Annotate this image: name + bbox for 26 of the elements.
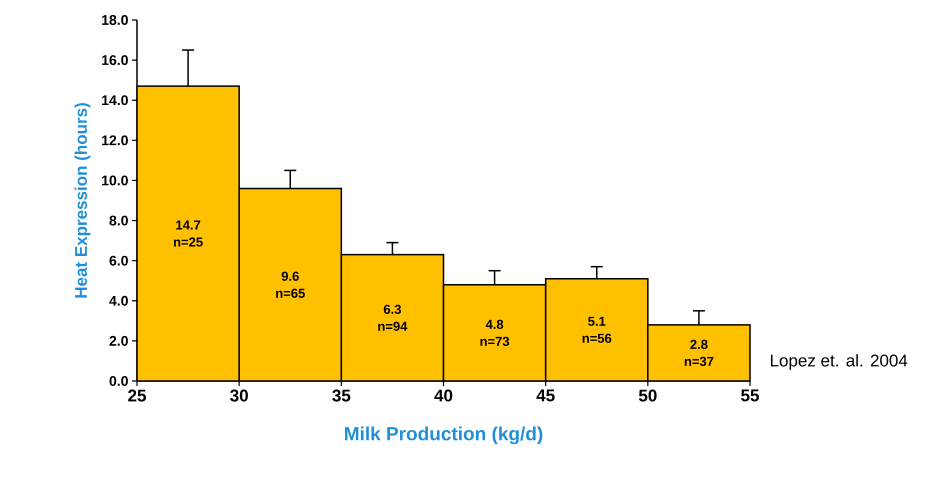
y-tick-label: 4.0	[109, 296, 128, 306]
x-tick-label: 25	[128, 390, 146, 402]
data-label: 4.8 n=73	[480, 320, 510, 346]
y-tick-label: 14.0	[102, 95, 128, 106]
x-axis-title: Milk Production (kg/d)	[345, 426, 542, 444]
data-label: 9.6 n=65	[276, 272, 305, 298]
x-tick-label: 35	[332, 390, 350, 402]
data-label: 14.7 n=25	[174, 220, 203, 247]
y-tick-label: 0.0	[110, 376, 128, 386]
x-tick-label: 50	[638, 390, 657, 402]
y-tick-label: 2.0	[109, 336, 128, 346]
y-tick-label: 16.0	[102, 55, 128, 66]
data-label: 6.3 n=94	[378, 304, 408, 331]
x-tick-label: 30	[230, 390, 248, 402]
y-axis-title: Heat Expression (hours)	[74, 103, 90, 298]
y-tick-label: 8.0	[109, 216, 128, 226]
text: Lopez et. al. 2004	[770, 354, 908, 370]
y-tick-label: 10.0	[102, 175, 128, 186]
data-label: 5.1 n=56	[582, 316, 612, 343]
y-tick-label: 6.0	[110, 256, 128, 266]
data-label: 2.8 n=37	[684, 340, 714, 366]
x-tick-label: 55	[741, 390, 759, 402]
x-tick-label: 45	[536, 390, 555, 402]
y-tick-label: 18.0	[102, 15, 128, 25]
y-tick-label: 12.0	[102, 135, 128, 146]
x-tick-label: 40	[434, 390, 452, 402]
